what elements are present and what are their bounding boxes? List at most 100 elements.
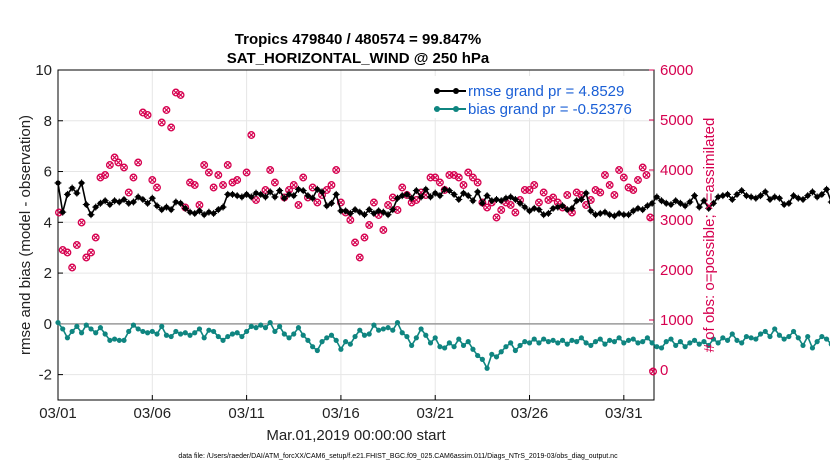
obs-possible-marker [530,181,539,189]
bias-point [625,337,632,343]
obs-assimilated-marker [173,89,179,96]
rmse-point [162,203,170,211]
bias-point [427,340,434,346]
obs-possible-marker [87,248,95,257]
rmse-point [210,209,218,217]
obs-assimilated-marker [399,184,405,191]
bias-point [592,339,599,345]
y-tick-label-right: 6000 [660,62,693,79]
rmse-point [153,202,161,210]
obs-possible-marker [327,181,336,189]
rmse-point [568,204,576,212]
bias-point [734,337,740,343]
bias-point [517,342,523,349]
obs-assimilated-marker [93,234,99,241]
bias-point [762,328,768,335]
obs-assimilated-marker [253,197,259,203]
obs-possible-marker [435,178,444,187]
bias-point [69,328,75,335]
bias-point [385,325,391,331]
bias-point [493,354,500,360]
obs-possible-marker [351,238,360,247]
obs-assimilated-marker [616,167,622,173]
obs-assimilated-marker [555,199,561,206]
bias-point [64,335,71,341]
rmse-point [257,190,265,198]
obs-possible-marker [601,171,609,179]
rmse-point [436,192,444,200]
obs-assimilated-marker [291,182,297,188]
obs-assimilated-marker [206,169,212,176]
rmse-point [691,192,699,200]
bias-point [644,335,650,341]
obs-assimilated-marker [126,189,132,196]
obs-count-point [77,218,86,227]
y-tick-label-right: 3000 [660,212,693,229]
bias-point [522,339,528,345]
rmse-point [87,211,95,219]
bias-point [743,333,750,340]
bias-series [55,319,830,371]
obs-possible-marker [459,181,468,189]
legend: rmse grand pr = 4.8529 bias grand pr = -… [408,76,650,118]
rmse-point [752,194,760,202]
rmse-point [290,192,298,200]
bias-point [215,333,221,340]
bias-point [324,335,330,341]
obs-count-point [200,161,209,169]
rmse-point [370,209,378,217]
x-axis: 03/01 03/06 03/11 03/16 03/21 03/26 03/31 [39,395,643,422]
rmse-point [785,199,793,207]
bias-point [60,326,66,332]
obs-possible-marker [534,198,543,207]
obs-assimilated-marker [192,182,198,188]
obs-count-point [157,118,166,127]
rmse-point [441,185,449,193]
rmse-point [761,188,769,196]
bias-point [489,351,495,357]
rmse-point [511,195,519,203]
bias-point [583,340,589,346]
rmse-point [379,208,387,216]
obs-assimilated-marker [333,167,339,173]
obs-assimilated-marker [611,192,617,198]
bias-point [343,339,349,345]
bias-point [220,337,226,343]
rmse-point [181,204,189,212]
rmse-point [445,187,453,195]
obs-possible-marker [596,188,605,197]
obs-assimilated-marker [135,159,141,166]
bias-point [423,332,429,338]
rmse-point [389,206,397,214]
bias-point [668,336,674,342]
rmse-point [323,202,331,210]
bias-point [574,339,580,345]
obs-count-point [473,178,482,187]
rmse-point [73,189,81,197]
obs-possible-marker [63,248,72,257]
rmse-point [639,206,647,214]
obs-assimilated-marker [196,202,203,208]
obs-possible-marker [426,173,435,182]
obs-count-point [91,233,100,242]
rmse-point [365,206,373,214]
obs-count-point [649,367,658,376]
rmse-point [610,212,618,220]
bias-point [126,328,132,335]
bias-point [555,340,561,346]
obs-count-point [204,168,213,177]
obs-count-point [110,153,119,162]
bias-point [305,337,311,343]
rmse-point [247,193,255,201]
obs-possible-marker [610,191,619,199]
rmse-point [115,198,123,206]
bias-point [286,335,292,341]
bias-point [361,332,368,338]
bias-point [55,319,61,326]
obs-assimilated-marker [262,187,269,193]
bias-point [328,332,335,338]
bias-point [206,327,212,333]
obs-possible-marker [162,106,171,114]
obs-possible-marker [157,118,166,127]
obs-count-point [270,178,279,187]
